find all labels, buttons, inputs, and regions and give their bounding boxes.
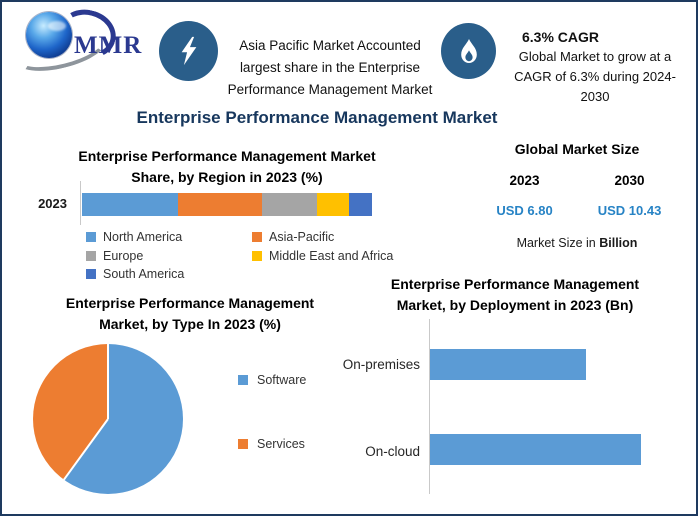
bar-on-cloud — [430, 434, 641, 465]
bar-on-premises — [430, 349, 641, 380]
region-category-label: 2023 — [38, 196, 67, 211]
region-stacked-bar — [82, 193, 372, 216]
region-legend: North America Europe South America Asia-… — [86, 228, 396, 284]
bar-segment-south-america — [348, 193, 372, 216]
legend-swatch-software — [238, 375, 248, 385]
bar-fill-on-premises — [430, 349, 587, 380]
legend-item-europe: Europe — [86, 249, 252, 263]
deployment-y-axis — [429, 319, 430, 494]
legend-swatch-asia-pacific — [252, 232, 262, 243]
market-size-title: Global Market Size — [514, 141, 640, 157]
bar-label-on-premises: On-premises — [342, 357, 420, 372]
legend-swatch-north-america — [86, 232, 96, 243]
legend-swatch-europe — [86, 250, 96, 261]
page-title: Enterprise Performance Management Market — [136, 108, 498, 127]
bar-segment-asia-pacific — [177, 193, 262, 216]
legend-item-services: Services — [238, 437, 305, 451]
legend-item-south-america: South America — [86, 267, 252, 281]
type-pie — [33, 344, 183, 494]
market-size-panel: Global Market Size 2023 2030 USD 6.80 US… — [472, 141, 682, 250]
region-y-axis — [80, 181, 81, 225]
bar-segment-europe — [261, 193, 317, 216]
deployment-chart-title: Enterprise Performance Management Market… — [390, 276, 640, 313]
market-size-year-2030: 2030 — [614, 173, 645, 188]
cagr-text: Global Market to grow at a CAGR of 6.3% … — [514, 49, 676, 104]
bar-label-on-cloud: On-cloud — [365, 444, 420, 459]
pie-separator — [63, 418, 109, 481]
cagr-title: 6.3% CAGR — [522, 29, 600, 45]
legend-swatch-middle-east-africa — [252, 250, 262, 261]
market-size-value-2023: USD 6.80 — [496, 203, 553, 218]
legend-swatch-south-america — [86, 269, 96, 280]
type-chart-title: Enterprise Performance Management Market… — [65, 295, 315, 332]
pie-separator — [107, 344, 109, 419]
flame-icon — [441, 23, 496, 79]
market-size-footnote: Market Size in Billion — [516, 236, 638, 250]
market-size-year-2023: 2023 — [509, 173, 540, 188]
region-chart-title: Enterprise Performance Management Market… — [78, 148, 376, 185]
bar-fill-on-cloud — [430, 434, 641, 465]
legend-item-middle-east-africa: Middle East and Africa — [252, 249, 396, 263]
legend-swatch-services — [238, 439, 248, 449]
legend-item-asia-pacific: Asia-Pacific — [252, 230, 396, 244]
logo-text: MMR — [74, 32, 143, 59]
bar-segment-middle-east-africa — [316, 193, 349, 216]
highlight-text: Asia Pacific Market Accounted largest sh… — [227, 38, 433, 97]
legend-item-software: Software — [238, 373, 306, 387]
globe-icon — [26, 12, 72, 58]
market-size-value-2030: USD 10.43 — [597, 203, 662, 218]
legend-item-north-america: North America — [86, 230, 252, 244]
bar-segment-north-america — [82, 193, 178, 216]
cagr-block: 6.3% CAGR Global Market to grow at a CAG… — [510, 29, 680, 107]
mmr-logo: MMR — [11, 3, 162, 86]
lightning-icon — [159, 21, 218, 81]
